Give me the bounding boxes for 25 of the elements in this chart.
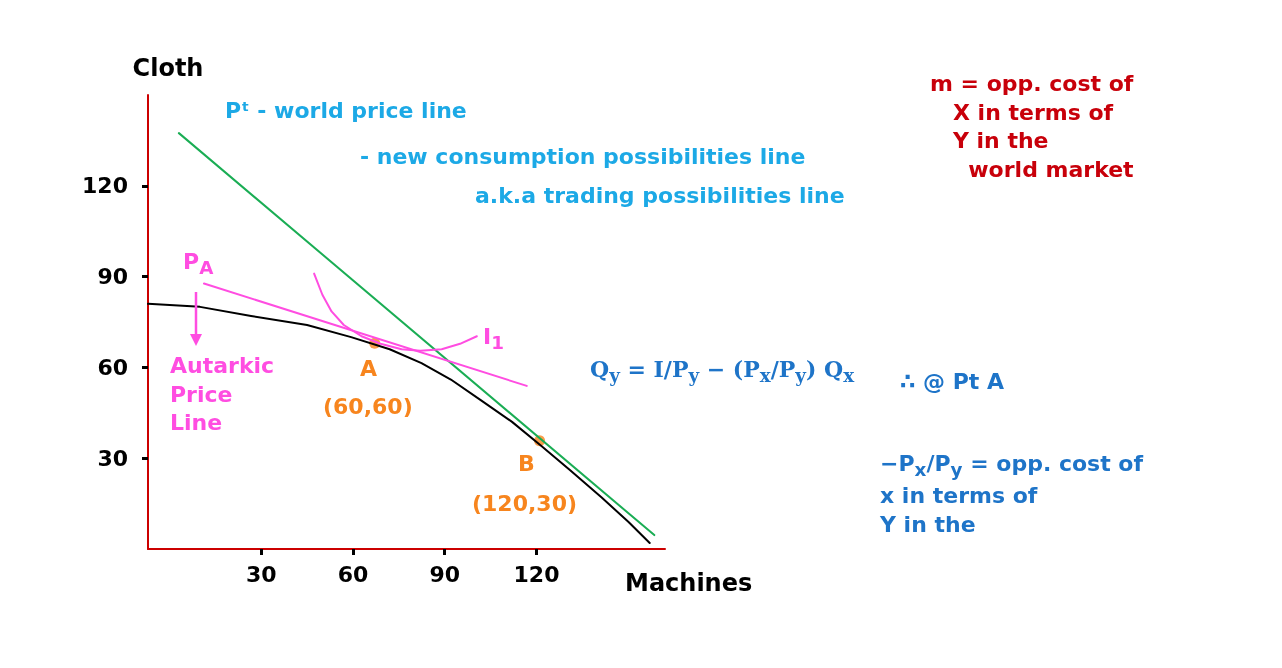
y-axis-title: Cloth [132, 54, 204, 82]
x-tick-label: 120 [513, 561, 560, 587]
annotation: (60,60) [323, 393, 413, 421]
y-tick-label: 120 [82, 173, 128, 199]
line-series [147, 302, 651, 544]
annotation: B [518, 450, 535, 478]
y-tick-label: 90 [97, 264, 128, 290]
annotation: P$_{A}$ [183, 248, 214, 281]
annotation: A [360, 355, 378, 383]
x-tick-label: 90 [429, 561, 461, 587]
x-axis-title: Machines [625, 569, 753, 597]
annotation: Autarkic Price Line [170, 352, 275, 438]
annotation: I$_{1}$ [483, 323, 504, 356]
annotation: (120,30) [472, 490, 578, 518]
annotation: - new consumption possibilities line [360, 143, 806, 171]
text: −P$_{x}$/P$_{y}$ = opp. cost of x in terms of Y in the [880, 450, 1144, 539]
x-tick-label: 30 [245, 561, 277, 587]
x-tick-label: 60 [337, 561, 369, 587]
text: m = opp. cost of X in terms of Y in the world market [930, 70, 1134, 184]
y-tick-label: 30 [97, 445, 128, 471]
text: Q$_{y}$ = I/P$_{y}$ − (P$_{x}$/P$_{y}$) Q$_{x}$ [590, 356, 855, 387]
annotation: Pᵗ - world price line [225, 97, 467, 125]
annotation: a.k.a trading possibilities line [475, 182, 845, 210]
text: ∴ @ Pt A [900, 368, 1004, 396]
y-tick-label: 60 [97, 354, 128, 380]
